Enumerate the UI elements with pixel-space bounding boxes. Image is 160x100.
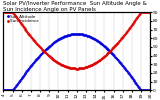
Legend: Sun Altitude, Sun Incidence: Sun Altitude, Sun Incidence	[5, 14, 40, 24]
Sun Altitude	[149, 90, 151, 91]
Sun Incidence	[149, 12, 151, 13]
Sun Altitude	[127, 72, 129, 73]
Line: Sun Incidence: Sun Incidence	[3, 12, 151, 69]
Sun Incidence	[2, 12, 4, 13]
Sun Incidence	[76, 68, 77, 69]
Sun Altitude	[93, 38, 95, 39]
Sun Altitude	[136, 84, 138, 85]
Sun Incidence	[90, 64, 92, 66]
Text: Solar PV/Inverter Performance  Sun Altitude Angle & Sun Incidence Angle on PV Pa: Solar PV/Inverter Performance Sun Altitu…	[3, 1, 147, 12]
Sun Altitude	[90, 36, 92, 38]
Sun Altitude	[2, 90, 4, 91]
Sun Altitude	[76, 33, 77, 34]
Line: Sun Altitude: Sun Altitude	[3, 33, 151, 91]
Sun Incidence	[90, 65, 92, 66]
Sun Altitude	[90, 37, 92, 38]
Sun Incidence	[93, 63, 95, 64]
Sun Incidence	[136, 17, 138, 18]
Sun Altitude	[3, 90, 5, 91]
Sun Incidence	[3, 12, 5, 13]
Sun Incidence	[127, 30, 129, 31]
